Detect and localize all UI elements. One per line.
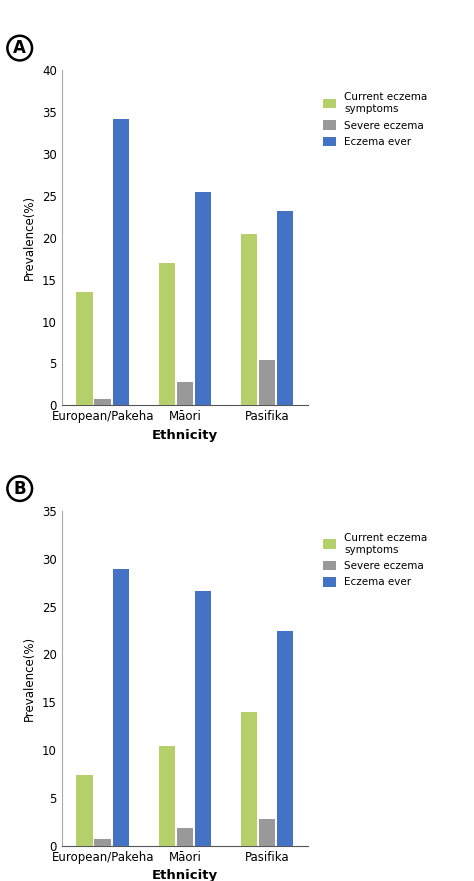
- Bar: [277, 631, 293, 846]
- Y-axis label: Prevalence(%): Prevalence(%): [23, 636, 36, 721]
- Bar: [159, 263, 175, 405]
- Y-axis label: Prevalence(%): Prevalence(%): [23, 196, 36, 280]
- Bar: [277, 211, 293, 405]
- Bar: [112, 569, 129, 846]
- Bar: [159, 746, 175, 846]
- Legend: Current eczema
symptoms, Severe eczema, Eczema ever: Current eczema symptoms, Severe eczema, …: [323, 533, 427, 588]
- X-axis label: Ethnicity: Ethnicity: [152, 429, 218, 441]
- Bar: [94, 399, 111, 405]
- Text: A: A: [13, 39, 26, 57]
- Bar: [76, 292, 93, 405]
- Legend: Current eczema
symptoms, Severe eczema, Eczema ever: Current eczema symptoms, Severe eczema, …: [323, 93, 427, 147]
- Bar: [195, 192, 211, 405]
- Bar: [195, 591, 211, 846]
- Bar: [259, 360, 275, 405]
- Bar: [241, 233, 257, 405]
- X-axis label: Ethnicity: Ethnicity: [152, 870, 218, 881]
- Bar: [177, 381, 193, 405]
- Bar: [241, 712, 257, 846]
- Bar: [76, 775, 93, 846]
- Bar: [94, 839, 111, 846]
- Bar: [259, 819, 275, 846]
- Bar: [177, 827, 193, 846]
- Text: B: B: [13, 479, 26, 498]
- Bar: [112, 119, 129, 405]
